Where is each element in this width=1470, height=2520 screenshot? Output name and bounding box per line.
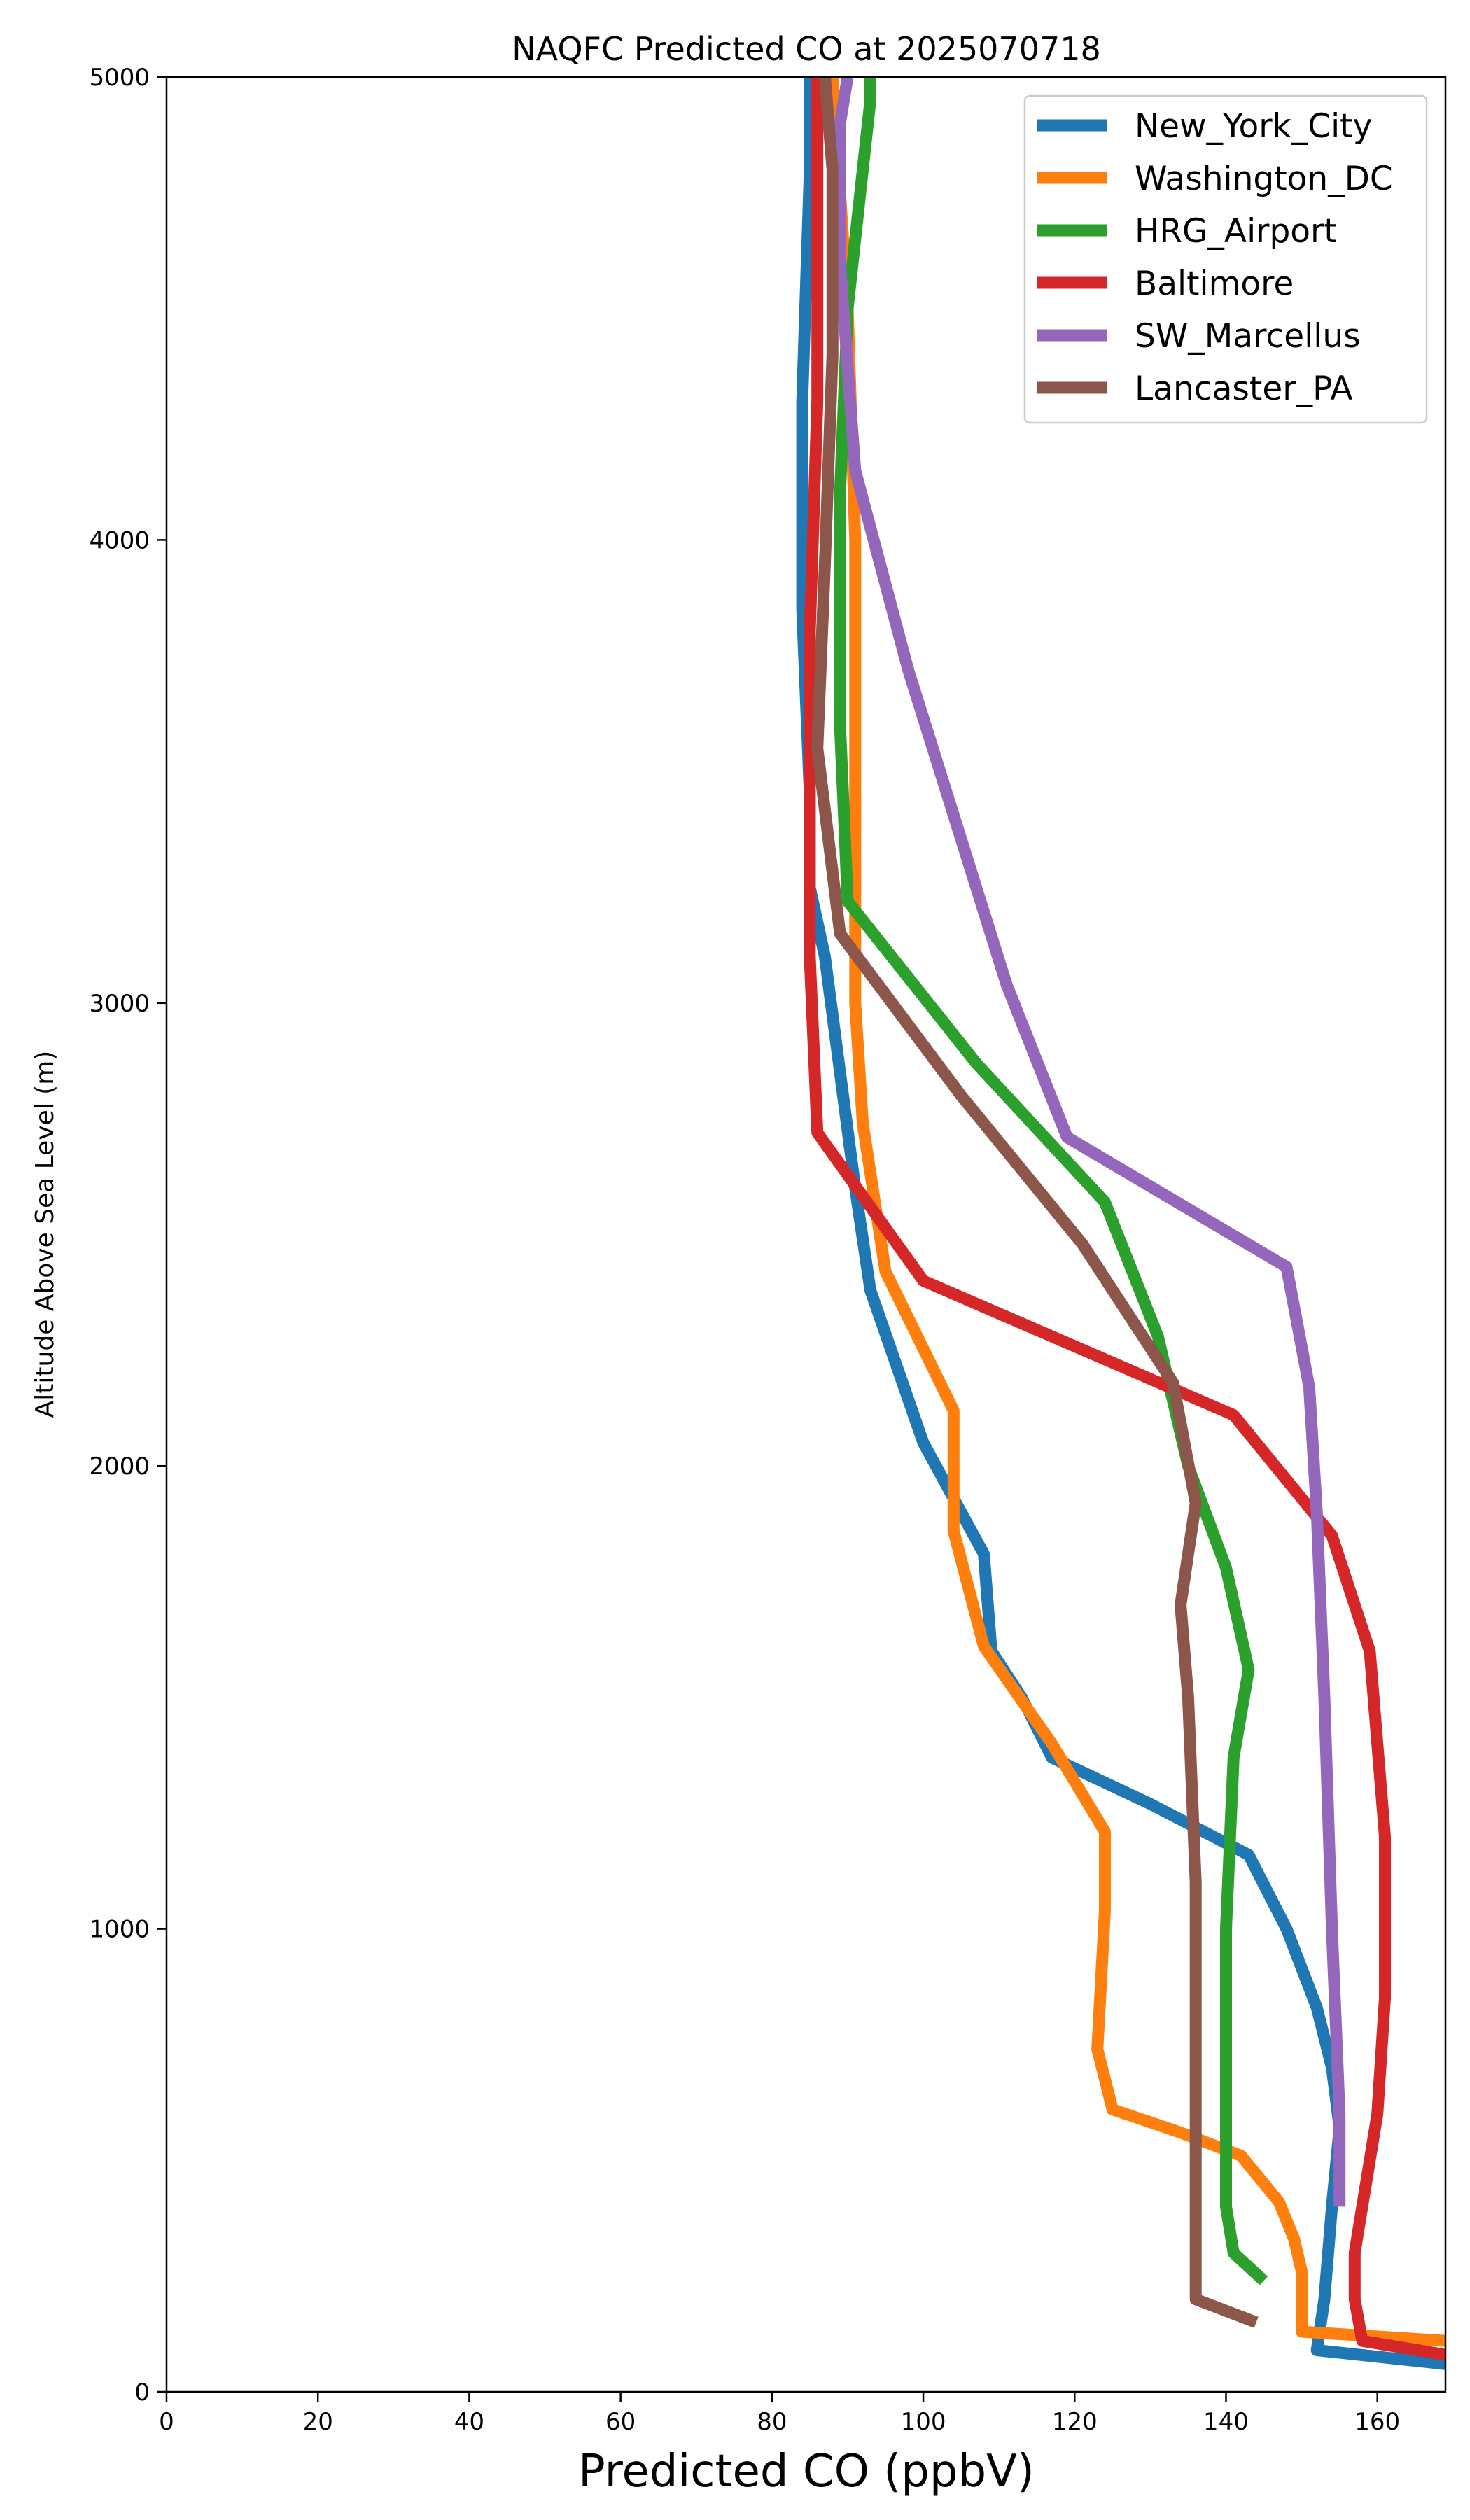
plot-frame bbox=[165, 76, 1447, 2393]
x-tick-label: 160 bbox=[1354, 2408, 1400, 2436]
legend: New_York_City Washington_DC HRG_Airport Bal… bbox=[1023, 94, 1428, 424]
y-tick-label: 0 bbox=[134, 2379, 150, 2407]
x-tick-label: 100 bbox=[901, 2408, 946, 2436]
series-line-washington-dc bbox=[826, 77, 1446, 2347]
y-tick-label: 3000 bbox=[89, 990, 150, 1018]
y-tick-label: 1000 bbox=[89, 1916, 150, 1944]
x-tick-label: 20 bbox=[303, 2408, 333, 2436]
legend-box bbox=[1023, 94, 1428, 424]
chart-title: NAQFC Predicted CO at 2025070718 bbox=[512, 30, 1101, 68]
x-tick-label: 120 bbox=[1052, 2408, 1098, 2436]
x-tick-label: 140 bbox=[1203, 2408, 1249, 2436]
y-tick-label: 2000 bbox=[89, 1452, 150, 1480]
y-axis-label: Altitude Above Sea Level (m) bbox=[31, 1051, 59, 1418]
x-tick-label: 60 bbox=[606, 2408, 636, 2436]
plot-lines bbox=[796, 77, 1446, 2370]
x-tick-label: 0 bbox=[159, 2408, 174, 2436]
legend-label-sw-marcellus: SW_Marcellus bbox=[1135, 317, 1361, 356]
legend-label-washington-dc: Washington_DC bbox=[1135, 160, 1393, 198]
y-tick-label: 4000 bbox=[89, 526, 150, 554]
x-axis-ticks: 0 20 40 60 80 100 120 140 160 bbox=[159, 2392, 1400, 2436]
legend-label-new-york-city: New_York_City bbox=[1135, 107, 1372, 146]
series-line-lancaster-pa bbox=[811, 77, 1259, 2328]
x-tick-label: 80 bbox=[757, 2408, 787, 2436]
legend-label-lancaster-pa: Lancaster_PA bbox=[1135, 370, 1353, 408]
series-line-sw-marcellus bbox=[834, 77, 1346, 2207]
y-axis-ticks: 0 1000 2000 3000 4000 5000 bbox=[89, 64, 167, 2407]
series-line-baltimore bbox=[804, 77, 1446, 2361]
legend-label-baltimore: Baltimore bbox=[1135, 265, 1294, 303]
legend-label-hrg-airport: HRG_Airport bbox=[1135, 212, 1337, 251]
y-tick-label: 5000 bbox=[89, 64, 150, 92]
x-axis-label: Predicted CO (ppbV) bbox=[578, 2446, 1035, 2498]
x-tick-label: 40 bbox=[454, 2408, 484, 2436]
